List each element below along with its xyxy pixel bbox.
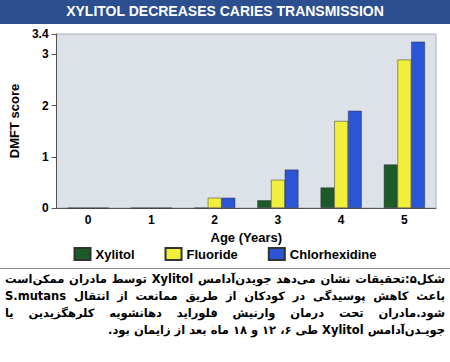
svg-text:XYLITOL DECREASES CARIES TRANS: XYLITOL DECREASES CARIES TRANSMISSION [66, 3, 384, 19]
svg-text:Chlorhexidine: Chlorhexidine [290, 247, 377, 262]
svg-text:DMFT score: DMFT score [7, 84, 22, 158]
svg-text:Xylitol: Xylitol [96, 247, 135, 262]
svg-text:2: 2 [211, 213, 218, 227]
svg-text:3: 3 [42, 47, 49, 61]
svg-text:4: 4 [338, 213, 345, 227]
svg-text:Fluoride: Fluoride [187, 247, 238, 262]
svg-text:0: 0 [42, 201, 49, 215]
svg-text:2: 2 [42, 99, 49, 113]
svg-text:1: 1 [148, 213, 155, 227]
svg-text:3.4: 3.4 [32, 27, 49, 41]
html-text:شکل۵:تحقیقات نشان می‌دهد جویدن: شکل۵:تحقیقات نشان می‌دهد جویدن‌آدامس Xyl… [5, 272, 445, 337]
svg-text:3: 3 [275, 213, 282, 227]
svg-text:5: 5 [401, 213, 408, 227]
svg-text:1: 1 [42, 150, 49, 164]
svg-text:Age (Years): Age (Years) [211, 230, 283, 245]
svg-text:0: 0 [85, 213, 92, 227]
